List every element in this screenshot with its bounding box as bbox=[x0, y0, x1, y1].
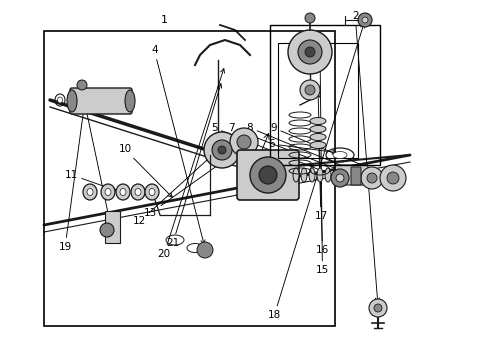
Circle shape bbox=[336, 174, 344, 182]
Text: 12: 12 bbox=[133, 153, 215, 226]
Ellipse shape bbox=[57, 97, 63, 103]
Circle shape bbox=[361, 167, 383, 189]
Ellipse shape bbox=[67, 90, 77, 112]
Text: 5: 5 bbox=[211, 123, 337, 177]
Ellipse shape bbox=[333, 152, 347, 158]
Text: 20: 20 bbox=[158, 69, 224, 259]
Circle shape bbox=[100, 223, 114, 237]
Text: 7: 7 bbox=[228, 123, 356, 177]
Text: 13: 13 bbox=[144, 160, 225, 218]
Bar bbox=[105, 211, 120, 243]
FancyBboxPatch shape bbox=[237, 150, 299, 200]
Circle shape bbox=[218, 146, 226, 154]
Text: 4: 4 bbox=[151, 45, 205, 244]
Text: 3: 3 bbox=[77, 80, 112, 228]
Ellipse shape bbox=[145, 184, 159, 200]
Circle shape bbox=[369, 299, 387, 317]
Circle shape bbox=[305, 85, 315, 95]
Text: 16: 16 bbox=[316, 94, 329, 255]
Ellipse shape bbox=[317, 168, 323, 182]
Circle shape bbox=[358, 13, 372, 27]
FancyBboxPatch shape bbox=[70, 88, 132, 114]
Circle shape bbox=[298, 40, 322, 64]
Circle shape bbox=[305, 13, 315, 23]
Text: 19: 19 bbox=[58, 104, 86, 252]
FancyBboxPatch shape bbox=[334, 165, 368, 185]
Ellipse shape bbox=[125, 90, 135, 112]
Ellipse shape bbox=[310, 134, 326, 140]
Ellipse shape bbox=[120, 189, 126, 195]
Text: 8: 8 bbox=[246, 123, 368, 177]
Circle shape bbox=[259, 166, 277, 184]
Text: 17: 17 bbox=[314, 119, 328, 221]
Ellipse shape bbox=[149, 189, 155, 195]
Text: 10: 10 bbox=[119, 144, 172, 197]
Circle shape bbox=[331, 169, 349, 187]
Ellipse shape bbox=[105, 189, 111, 195]
Circle shape bbox=[367, 173, 377, 183]
Circle shape bbox=[77, 80, 87, 90]
Ellipse shape bbox=[116, 184, 130, 200]
Circle shape bbox=[230, 128, 258, 156]
Bar bbox=[278, 43, 358, 158]
Text: 21: 21 bbox=[166, 84, 221, 248]
Circle shape bbox=[300, 80, 320, 100]
Text: 1: 1 bbox=[161, 15, 168, 25]
Circle shape bbox=[288, 30, 332, 74]
Ellipse shape bbox=[310, 126, 326, 132]
Ellipse shape bbox=[101, 184, 115, 200]
Circle shape bbox=[374, 304, 382, 312]
Ellipse shape bbox=[310, 117, 326, 125]
Ellipse shape bbox=[135, 189, 141, 195]
Text: 11: 11 bbox=[64, 170, 117, 191]
Bar bbox=[270, 25, 380, 165]
Circle shape bbox=[305, 47, 315, 57]
Text: 6: 6 bbox=[269, 139, 336, 154]
Ellipse shape bbox=[309, 168, 315, 182]
Circle shape bbox=[212, 140, 232, 160]
Ellipse shape bbox=[325, 168, 331, 182]
Ellipse shape bbox=[131, 184, 145, 200]
Circle shape bbox=[197, 242, 213, 258]
Circle shape bbox=[237, 135, 251, 149]
Text: 14: 14 bbox=[238, 188, 252, 198]
Text: 15: 15 bbox=[316, 54, 329, 275]
Ellipse shape bbox=[301, 168, 307, 182]
Ellipse shape bbox=[83, 184, 97, 200]
Text: 18: 18 bbox=[268, 24, 365, 320]
Circle shape bbox=[250, 157, 286, 193]
Circle shape bbox=[380, 165, 406, 191]
Circle shape bbox=[204, 132, 240, 168]
Ellipse shape bbox=[293, 168, 299, 182]
Ellipse shape bbox=[87, 189, 93, 195]
FancyBboxPatch shape bbox=[351, 167, 361, 185]
Text: 9: 9 bbox=[270, 123, 390, 177]
Ellipse shape bbox=[310, 141, 326, 148]
Text: 2: 2 bbox=[352, 11, 379, 302]
Circle shape bbox=[387, 172, 399, 184]
Circle shape bbox=[362, 17, 368, 23]
Bar bbox=[44, 31, 335, 326]
